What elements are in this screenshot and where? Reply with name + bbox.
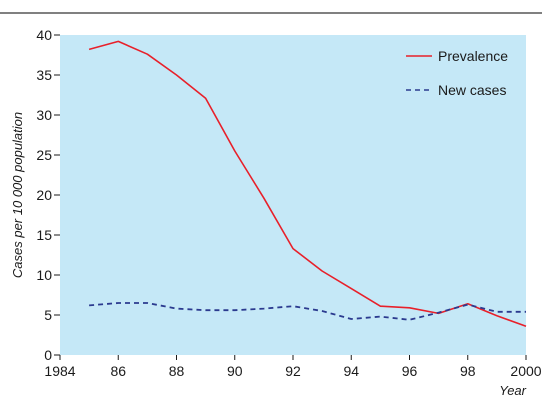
series-line-prevalence	[88, 40, 527, 327]
x-tick-label: 98	[460, 363, 476, 379]
legend-box	[390, 40, 520, 108]
series-layer	[88, 40, 527, 327]
y-tick-label: 40	[36, 27, 52, 43]
y-tick-label: 15	[36, 227, 52, 243]
legend: Prevalence New cases	[406, 48, 508, 98]
y-tick-label: 20	[36, 187, 52, 203]
legend-label-new-cases: New cases	[438, 82, 506, 98]
y-tick-label: 25	[36, 147, 52, 163]
y-tick-label: 30	[36, 107, 52, 123]
y-tick-label: 10	[36, 267, 52, 283]
x-axis-title: Year	[499, 383, 526, 398]
x-tick-label: 92	[285, 363, 301, 379]
legend-label-prevalence: Prevalence	[438, 48, 508, 64]
y-tick-label: 5	[44, 307, 52, 323]
x-tick-label: 94	[343, 363, 359, 379]
y-axis-title: Cases per 10 000 population	[10, 112, 25, 278]
y-tick-label: 35	[36, 67, 52, 83]
x-axis: 1984 86 88 90 92 94 96 98 2000	[44, 355, 542, 379]
y-axis: 0 5 10 15 20 25 30 35 40	[36, 27, 60, 363]
x-tick-label: 86	[110, 363, 126, 379]
x-tick-label: 88	[169, 363, 185, 379]
x-tick-label: 96	[402, 363, 418, 379]
x-tick-label: 90	[227, 363, 243, 379]
x-tick-label: 1984	[44, 363, 75, 379]
x-tick-label: 2000	[510, 363, 541, 379]
series-line-new-cases	[89, 302, 526, 321]
y-tick-label: 0	[44, 347, 52, 363]
